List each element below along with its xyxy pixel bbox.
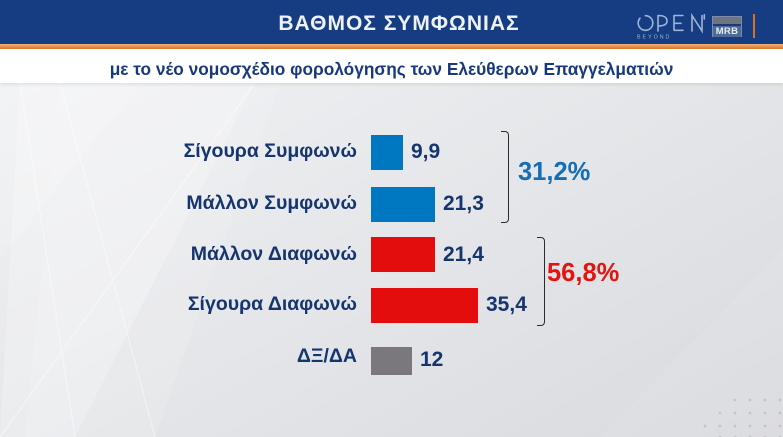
svg-text:BEYOND: BEYOND [637,35,671,40]
